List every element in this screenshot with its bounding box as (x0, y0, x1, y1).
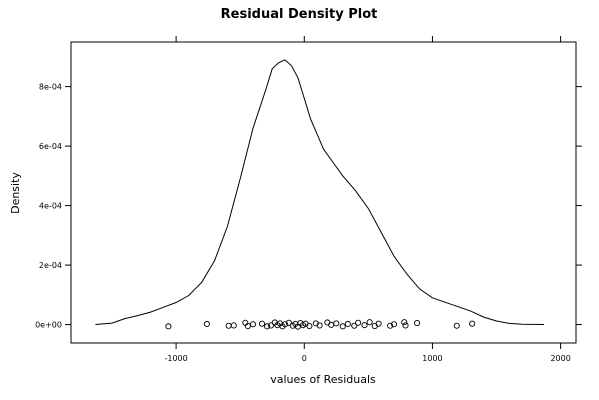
residual-point-39 (402, 322, 409, 329)
residual-point-2 (225, 322, 232, 329)
chart-title: Residual Density Plot (221, 7, 378, 22)
residual-point-22 (306, 322, 313, 330)
plot-frame (70, 41, 577, 344)
residual-points-group (165, 319, 476, 330)
y-tick-label-0: 0e+00 (35, 321, 62, 330)
x-tick-label-0: -1000 (164, 354, 187, 363)
residual-point-28 (339, 323, 346, 330)
residual-point-7 (258, 320, 266, 327)
x-tick-label-1: 0 (302, 354, 307, 363)
residual-point-31 (355, 319, 362, 326)
residual-point-36 (387, 322, 394, 329)
residual-point-14 (281, 321, 289, 328)
residual-point-37 (390, 321, 398, 328)
residual-point-9 (267, 322, 274, 329)
residual-point-29 (344, 320, 351, 328)
x-tick-label-3: 2000 (550, 354, 570, 363)
residual-point-30 (351, 322, 358, 329)
residual-point-8 (264, 323, 271, 330)
density-line-0 (95, 59, 545, 325)
x-axis-label: values of Residuals (270, 373, 376, 386)
residual-point-15 (285, 319, 292, 326)
density-curve-group (95, 59, 545, 325)
residual-point-1 (203, 320, 210, 328)
y-tick-label-1: 2e-04 (39, 261, 62, 270)
residual-point-0 (165, 323, 172, 330)
y-tick-label-4: 8e-04 (39, 83, 62, 92)
residual-point-6 (249, 321, 257, 328)
residual-point-35 (375, 320, 382, 327)
residual-point-34 (371, 322, 378, 330)
residual-point-32 (361, 322, 368, 329)
residual-point-24 (316, 322, 323, 329)
residual-point-5 (244, 322, 251, 330)
residual-point-3 (230, 322, 237, 329)
residual-point-27 (333, 320, 340, 327)
residual-point-41 (453, 322, 460, 329)
y-tick-label-3: 6e-04 (39, 142, 62, 151)
residual-point-42 (469, 320, 476, 327)
residual-point-26 (328, 321, 335, 328)
y-tick-label-2: 4e-04 (39, 202, 62, 211)
residual-point-40 (414, 320, 421, 327)
residual-point-33 (366, 319, 373, 326)
y-axis-label: Density (9, 172, 22, 214)
residual-point-38 (401, 319, 408, 326)
x-tick-label-2: 1000 (422, 354, 442, 363)
residual-point-25 (324, 319, 331, 326)
axis-ticks: -1000 0 1000 2000 0e+00 2e-04 4e-04 6e-04 8e-04 (35, 36, 582, 363)
